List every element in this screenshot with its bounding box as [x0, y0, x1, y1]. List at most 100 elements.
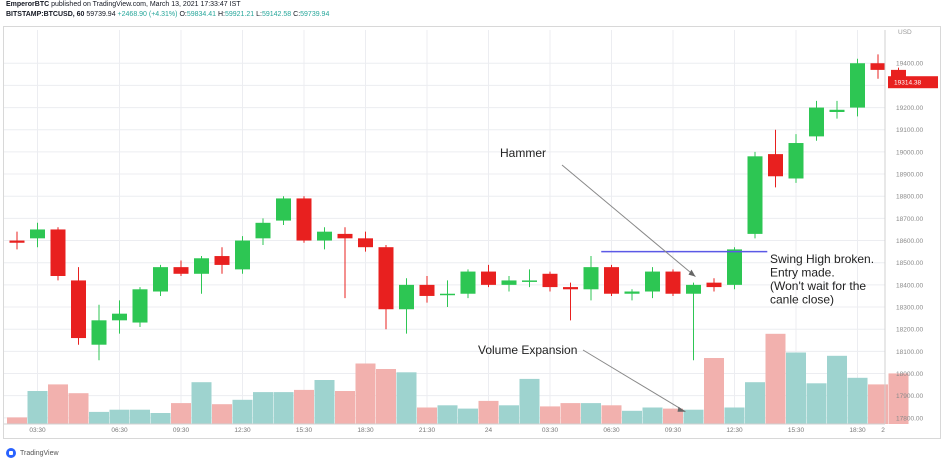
time-tick-label: 03:30 [29, 427, 46, 434]
time-tick-label: 09:30 [173, 427, 190, 434]
candle-body [358, 238, 373, 248]
volume-bar [335, 391, 355, 424]
swing-high-text: Entry made. [770, 266, 835, 280]
time-tick-label: 15:30 [296, 427, 313, 434]
price-tick-label: 18300.00 [896, 305, 923, 312]
candle-body [132, 289, 148, 323]
volume-bar [806, 383, 827, 424]
price-tick-label: 18000.00 [896, 371, 923, 378]
time-axis[interactable]: 03:30 06:30 09:30 12:30 15:30 18:30 21:30 24 03:… [4, 423, 885, 434]
volume-bar [540, 406, 560, 424]
candle-body [30, 229, 45, 239]
volume-bar [704, 358, 724, 424]
publisher-name: EmperorBTC [6, 1, 50, 8]
candle-body [419, 284, 435, 296]
time-tick-label: 12:30 [726, 427, 743, 434]
volume-bar [683, 409, 704, 424]
price-tick-label: 19100.00 [896, 127, 923, 134]
volume-bar [7, 417, 27, 424]
chart-frame [3, 26, 941, 439]
time-tick-label: 21:30 [419, 427, 436, 434]
candle-body [235, 240, 250, 270]
volume-bar [745, 382, 765, 424]
price-change: +2468.90 (+4.31%) [117, 11, 178, 18]
volume-bar [622, 410, 642, 424]
candle-body [276, 198, 291, 221]
volume-bar [601, 405, 622, 424]
footer-brand: TradingView [20, 449, 59, 457]
price-tick-label: 19000.00 [896, 149, 923, 156]
volume-bar [68, 393, 89, 424]
volume-bar [130, 409, 150, 424]
volume-bar [232, 399, 253, 424]
volume-bar [786, 352, 806, 424]
price-axis[interactable]: USD19400.0019300.0019200.0019100.0019000… [884, 29, 938, 424]
published-text: published on TradingView.com, March 13, … [51, 1, 241, 8]
volume-bar [724, 407, 745, 424]
volume-bar [355, 363, 376, 424]
price-tick-label: 18400.00 [896, 282, 923, 289]
volume-bar [868, 384, 888, 424]
candle-body [788, 143, 804, 179]
time-tick-label: 06:30 [111, 427, 128, 434]
hammer-arrowhead [688, 269, 696, 277]
hammer-label: Hammer [500, 146, 546, 160]
time-tick-label: 09:30 [665, 427, 682, 434]
high-label: H: [217, 11, 225, 18]
swing-high-text: (Won't wait for the [770, 279, 866, 293]
swing-high-text: Swing High broken. [770, 252, 874, 266]
volume-bar [150, 413, 171, 424]
volume-bar [458, 408, 478, 424]
candle-body [829, 109, 845, 112]
high-value: 59921.21 [224, 11, 255, 18]
open-value: 59834.41 [186, 11, 217, 18]
annotations: Hammer Swing High broken.Entry made.(Won'… [478, 146, 874, 413]
candle-body [91, 320, 107, 345]
time-tick-label: 15:30 [788, 427, 805, 434]
candle-body [296, 198, 312, 241]
candle-body [440, 293, 455, 296]
volume-bar [888, 373, 909, 424]
candle-body [9, 240, 25, 243]
candles [9, 54, 906, 361]
price-tick-label: 19400.00 [896, 61, 923, 68]
footer: TradingView [6, 444, 59, 462]
candle-body [194, 258, 209, 274]
volume-bar [48, 384, 68, 424]
volume-bar [294, 389, 314, 424]
volume-expansion-arrowhead [677, 406, 686, 412]
volume-bar [273, 392, 294, 424]
price-tick-label: 19200.00 [896, 105, 923, 112]
volume-bar [581, 403, 601, 424]
volume-bar [89, 411, 109, 424]
current-price-tag [888, 76, 938, 89]
candle-body [686, 284, 701, 294]
ohlc-line: BITSTAMP:BTCUSD, 60 59739.94 +2468.90 (+… [6, 10, 936, 20]
volume-bar [560, 403, 581, 424]
time-tick-label: 18:30 [849, 427, 866, 434]
publish-line: EmperorBTC published on TradingView.com,… [6, 0, 936, 10]
volume-bar [109, 409, 130, 424]
candle-body [173, 267, 189, 274]
candle-body [583, 267, 599, 290]
candle-body [665, 271, 681, 294]
candle-body [481, 271, 496, 285]
tradingview-logo-icon [6, 448, 16, 458]
chart-header: EmperorBTC published on TradingView.com,… [6, 0, 936, 24]
hammer-arrow [561, 164, 696, 278]
candle-body [378, 247, 394, 310]
price-tick-label: 17900.00 [896, 393, 923, 400]
candle-body [460, 271, 476, 294]
volume-bar [519, 378, 540, 424]
candle-body [112, 313, 127, 321]
last-price: 59739.94 [86, 11, 116, 18]
price-tick-label: 18800.00 [896, 194, 923, 201]
candle-body [153, 267, 168, 292]
time-tick-label: 03:30 [542, 427, 559, 434]
price-tick-label: 18200.00 [896, 327, 923, 334]
volume-bar [417, 407, 437, 424]
volume-bar [314, 380, 335, 424]
open-label: O: [179, 11, 187, 18]
candle-body [809, 107, 824, 137]
